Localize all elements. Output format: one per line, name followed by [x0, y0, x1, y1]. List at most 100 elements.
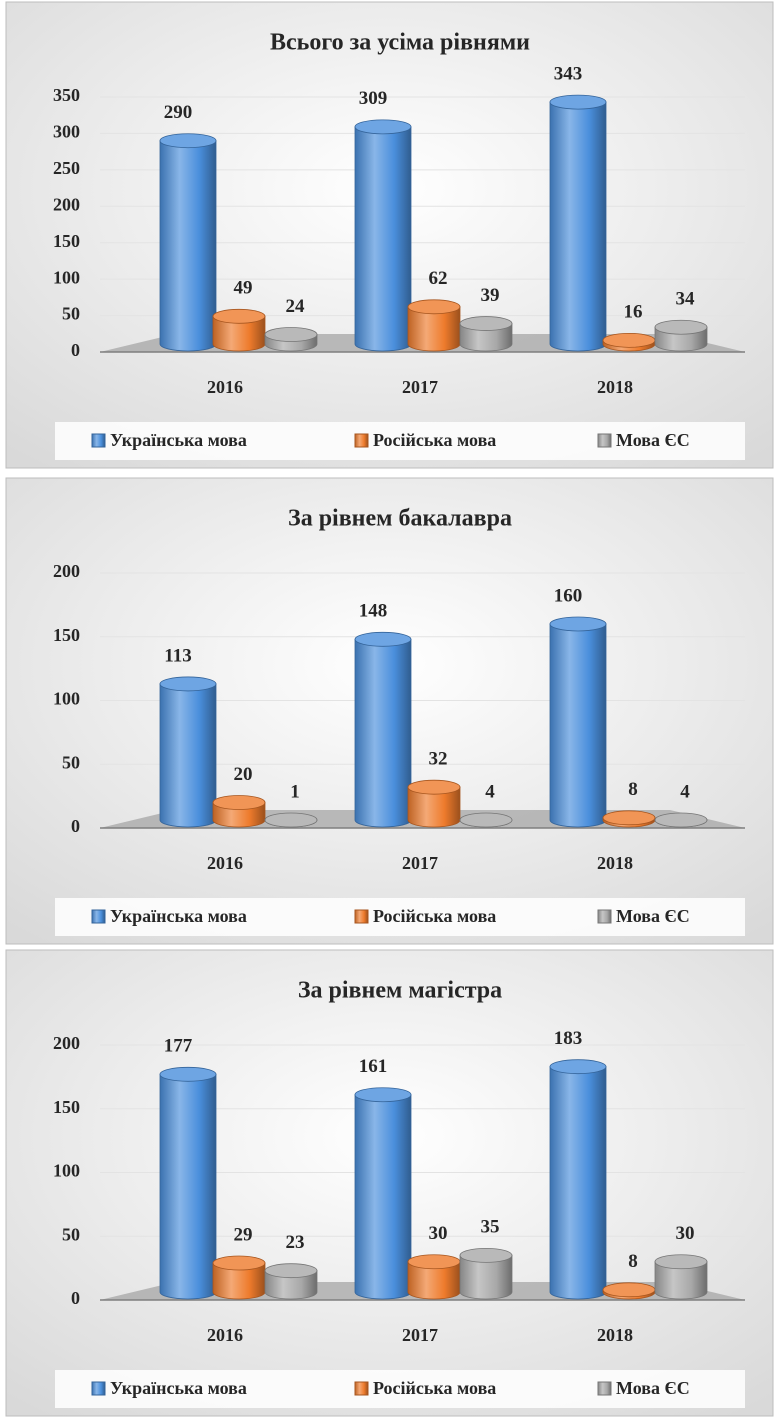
data-label: 20 — [234, 764, 253, 785]
bar — [654, 1261, 708, 1300]
bar-cap — [159, 133, 217, 149]
y-tick-label: 300 — [53, 122, 80, 142]
bar — [407, 306, 461, 352]
bar-cap — [459, 316, 513, 331]
x-tick-label: 2016 — [207, 1325, 243, 1345]
bar — [549, 1066, 607, 1300]
legend-swatch — [354, 433, 369, 448]
bar — [354, 1094, 412, 1300]
data-label: 35 — [481, 1217, 500, 1238]
bar — [549, 101, 607, 352]
y-tick-label: 150 — [53, 625, 80, 645]
data-label: 24 — [286, 296, 306, 317]
legend-label: Мова ЄС — [616, 430, 690, 450]
legend-label: Українська мова — [110, 430, 247, 450]
bar-cap — [654, 319, 708, 335]
y-tick-label: 350 — [53, 85, 80, 105]
bar — [159, 1073, 217, 1300]
bar-cap — [264, 327, 318, 342]
data-label: 4 — [680, 781, 690, 802]
data-label: 30 — [429, 1223, 448, 1244]
y-tick-label: 200 — [53, 561, 80, 581]
bar — [212, 315, 266, 352]
y-tick-label: 200 — [53, 1033, 80, 1053]
legend-label: Російська мова — [373, 430, 496, 450]
bar-cap — [212, 1255, 266, 1271]
data-label: 39 — [481, 285, 500, 306]
x-tick-label: 2018 — [597, 1325, 633, 1345]
data-label: 30 — [676, 1223, 695, 1244]
bar — [354, 638, 412, 828]
data-label: 309 — [359, 88, 388, 109]
x-tick-label: 2017 — [402, 377, 438, 397]
data-label: 23 — [286, 1232, 305, 1253]
legend: Українська мова Російська мова Мова ЄС — [55, 898, 745, 936]
legend-label: Російська мова — [373, 1378, 496, 1398]
y-tick-label: 50 — [62, 752, 80, 772]
bar-cap — [549, 1059, 607, 1075]
bar-cap — [354, 119, 412, 135]
data-label: 16 — [624, 302, 643, 323]
data-label: 161 — [359, 1056, 388, 1077]
bar — [159, 140, 217, 352]
y-tick-label: 0 — [71, 816, 80, 836]
x-tick-label: 2017 — [402, 853, 438, 873]
y-tick-label: 100 — [53, 689, 80, 709]
x-tick-label: 2018 — [597, 377, 633, 397]
y-tick-label: 200 — [53, 194, 80, 214]
x-tick-label: 2016 — [207, 853, 243, 873]
bar-cap — [354, 1087, 412, 1103]
data-label: 1 — [290, 781, 300, 802]
bar — [407, 1261, 461, 1300]
bar — [407, 786, 461, 828]
bar-cap — [549, 616, 607, 632]
chart-title: Всього за усіма рівнями — [270, 30, 530, 56]
y-tick-label: 100 — [53, 1161, 80, 1181]
legend-swatch — [91, 909, 106, 924]
x-tick-label: 2017 — [402, 1325, 438, 1345]
legend-box — [55, 898, 745, 936]
legend-label: Мова ЄС — [616, 1378, 690, 1398]
chart: Всього за усіма рівнями 0 50 100 150 200 250 30… — [5, 1, 774, 469]
data-label: 290 — [164, 102, 193, 123]
legend-label: Російська мова — [373, 906, 496, 926]
chart: За рівнем бакалавра 0 50 100 150 200 2016 113 20… — [5, 477, 774, 945]
data-label: 113 — [164, 645, 191, 666]
bar-cap — [354, 631, 412, 647]
data-label: 49 — [234, 278, 253, 299]
chart: За рівнем магістра 0 50 100 150 200 2016 177 29 2… — [5, 949, 774, 1417]
data-label: 160 — [554, 585, 583, 606]
y-tick-label: 100 — [53, 267, 80, 287]
legend: Українська мова Російська мова Мова ЄС — [55, 422, 745, 460]
y-tick-label: 50 — [62, 304, 80, 324]
legend-label: Українська мова — [110, 1378, 247, 1398]
legend-swatch — [91, 1381, 106, 1396]
data-label: 34 — [676, 289, 696, 310]
legend-swatch — [597, 1381, 612, 1396]
y-tick-label: 50 — [62, 1224, 80, 1244]
bar-cap — [264, 1263, 318, 1279]
x-tick-label: 2016 — [207, 377, 243, 397]
y-tick-label: 250 — [53, 158, 80, 178]
bar — [354, 126, 412, 352]
legend-label: Мова ЄС — [616, 906, 690, 926]
bar — [459, 323, 513, 352]
chart-title: За рівнем магістра — [298, 978, 502, 1004]
bar-cap — [264, 812, 318, 828]
bar-cap — [459, 812, 513, 828]
data-label: 183 — [554, 1028, 583, 1049]
y-tick-label: 0 — [71, 1288, 80, 1308]
data-label: 343 — [554, 63, 583, 84]
legend-box — [55, 1370, 745, 1408]
legend-label: Українська мова — [110, 906, 247, 926]
data-label: 4 — [485, 781, 495, 802]
legend-swatch — [597, 909, 612, 924]
legend-box — [55, 422, 745, 460]
bar-cap — [159, 1066, 217, 1082]
bar-cap — [159, 676, 217, 692]
bar-cap — [407, 1254, 461, 1270]
bar-cap — [654, 1254, 708, 1270]
data-label: 8 — [628, 1251, 638, 1272]
bar-cap — [407, 779, 461, 795]
